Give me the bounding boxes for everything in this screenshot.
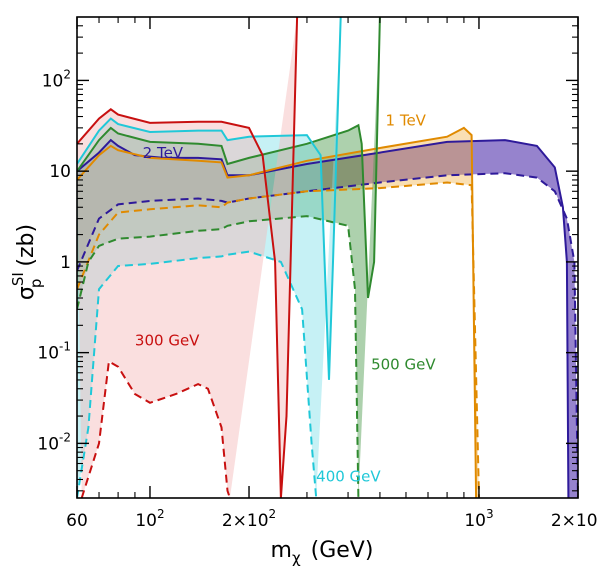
upper-line-1-tev [77, 126, 478, 498]
series-lines [77, 17, 578, 498]
y-axis-label-unit: (zb) [14, 224, 39, 267]
y-tick-label: 10 [49, 162, 71, 182]
lower-line-500-gev [77, 215, 360, 498]
y-axis-label-sup: SI [9, 272, 27, 286]
upper-line-300-gev [77, 17, 299, 498]
y-axis-label-main: σ [14, 286, 39, 300]
x-tick-label: 2×102 [222, 507, 276, 531]
y-tick-label: 10-1 [37, 340, 71, 364]
series-label-500-gev: 500 GeV [371, 356, 436, 374]
series-areas [77, 17, 578, 498]
x-axis-label-unit: (GeV) [311, 538, 374, 563]
lower-line-1-tev [77, 181, 480, 498]
y-axis-label: σSIp (zb) [9, 224, 45, 300]
y-tick-label: 10-2 [37, 430, 71, 454]
upper-line-500-gev [77, 17, 381, 299]
x-tick-label: 102 [135, 507, 164, 531]
series-label-2-tev: 2 TeV [143, 144, 184, 162]
upper-line-400-gev [77, 17, 342, 380]
band-1-tev [77, 127, 479, 498]
y-axis-label-sub: p [27, 279, 45, 289]
x-axis-label-main: m [271, 538, 292, 563]
band-400-gev [77, 17, 341, 498]
plot-frame [76, 16, 579, 499]
series-label-400-gev: 400 GeV [316, 468, 381, 486]
y-axis-ticks: 10-2 10-1 1 10 102 [37, 25, 578, 492]
series-labels: 2 TeV 1 TeV 500 GeV 400 GeV 300 GeV [135, 111, 436, 485]
series-label-1-tev: 1 TeV [386, 111, 427, 129]
x-axis-ticks: 60 102 2×102 103 2×103 [66, 17, 598, 531]
y-tick-label: 1 [60, 253, 71, 273]
band-2-tev [77, 140, 578, 498]
band-300-gev [77, 17, 298, 498]
y-tick-label: 102 [42, 67, 71, 91]
lower-line-300-gev [80, 359, 231, 498]
lower-line-2-tev [77, 172, 578, 498]
lower-line-400-gev [77, 250, 318, 498]
x-axis-label-sub: χ [292, 549, 301, 567]
x-tick-label: 2×103 [551, 507, 598, 531]
x-tick-label: 60 [66, 511, 88, 531]
x-tick-label: 103 [464, 507, 493, 531]
x-axis-label: mχ (GeV) [271, 538, 374, 567]
series-label-300-gev: 300 GeV [135, 331, 200, 349]
